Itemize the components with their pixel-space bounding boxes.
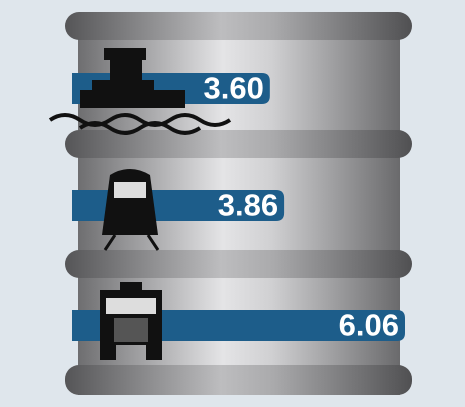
value-label: 6.06: [339, 308, 399, 343]
barge-icon: [48, 48, 232, 135]
value-label: 3.60: [203, 71, 263, 106]
truck-icon: [100, 282, 162, 360]
train-icon: [102, 169, 160, 251]
value-label: 3.86: [218, 188, 278, 223]
